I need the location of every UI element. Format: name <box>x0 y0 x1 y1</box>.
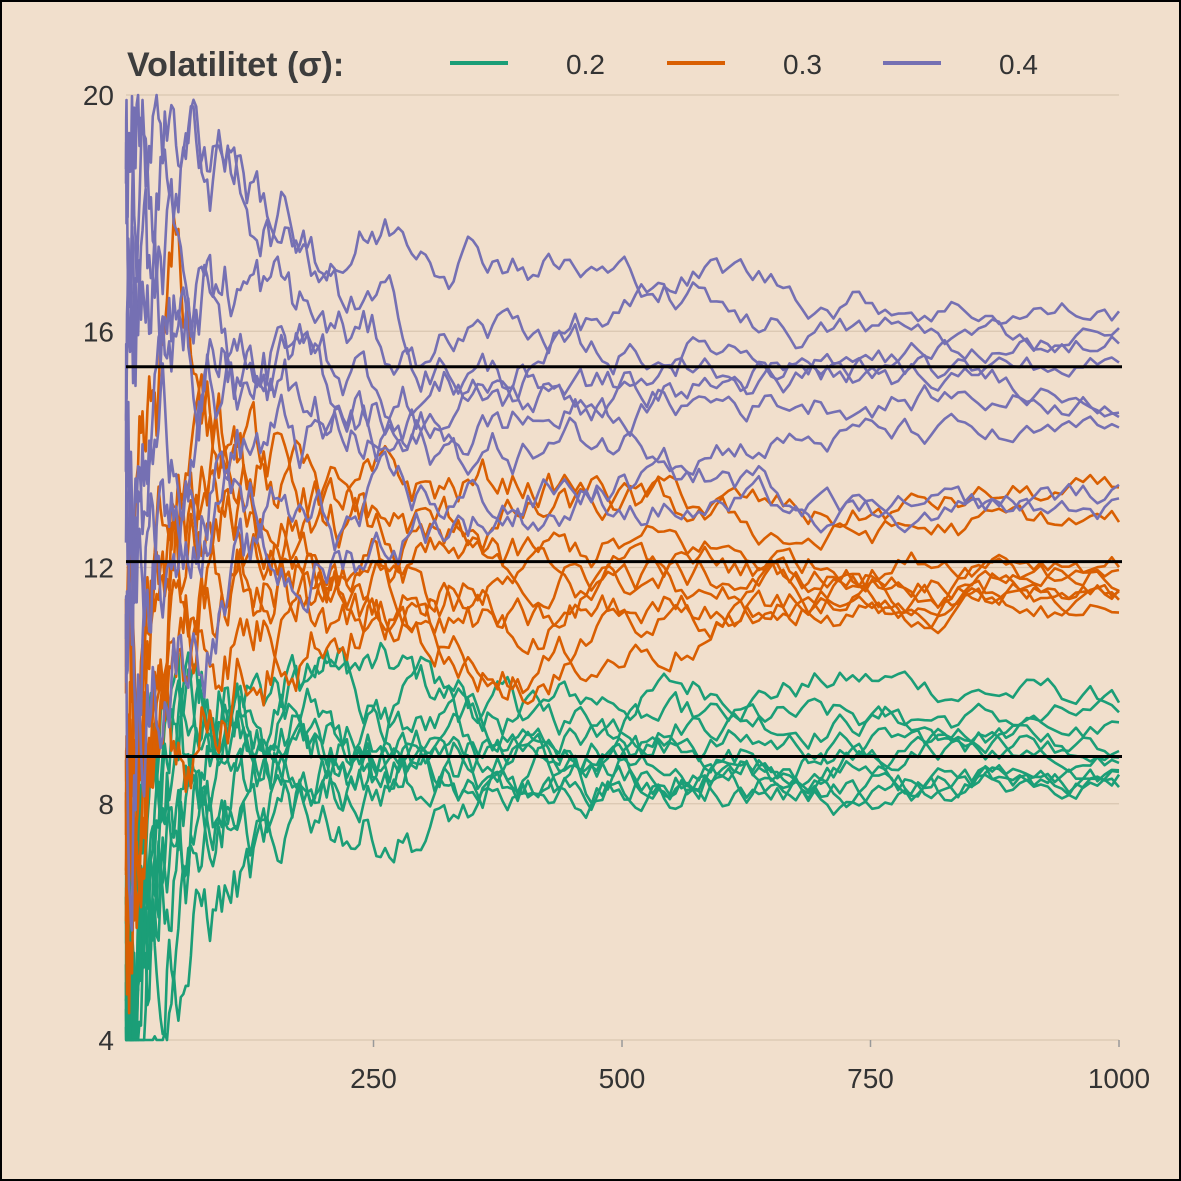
series-line-0.2 <box>124 744 1120 1042</box>
series-lines <box>124 93 1121 1042</box>
legend-title: Volatilitet (σ): <box>127 46 344 84</box>
x-tick-label: 250 <box>350 1063 397 1094</box>
y-tick-label: 16 <box>83 316 114 347</box>
series-line-0.2 <box>124 734 1120 1042</box>
series-line-0.4 <box>124 286 1120 647</box>
y-tick-label: 12 <box>83 553 114 584</box>
series-line-0.4 <box>124 187 1120 473</box>
y-tick-label: 20 <box>83 80 114 111</box>
y-tick-label: 4 <box>98 1025 114 1056</box>
series-line-0.3 <box>124 571 1120 996</box>
series-line-0.3 <box>124 469 1120 888</box>
series-line-0.4 <box>124 93 1121 326</box>
series-line-0.4 <box>124 446 1120 753</box>
series-line-0.4 <box>124 393 1120 684</box>
axes: 4 8 12 16 20 250 500 750 1000 <box>83 80 1150 1094</box>
x-tick-label: 500 <box>599 1063 646 1094</box>
series-line-0.2 <box>124 754 1120 1042</box>
x-tick-label: 750 <box>847 1063 894 1094</box>
x-tick-label: 1000 <box>1088 1063 1150 1094</box>
reference-lines <box>126 365 1122 758</box>
series-line-0.4 <box>124 98 1120 368</box>
series-line-0.3 <box>124 494 1120 773</box>
series-line-0.3 <box>124 531 1121 1015</box>
legend: Volatilitet (σ): 0.2 0.3 0.4 <box>127 46 1038 84</box>
series-line-0.3 <box>124 392 1121 891</box>
legend-label-0: 0.2 <box>566 49 605 80</box>
series-line-0.2 <box>124 641 1120 1023</box>
series-line-0.2 <box>124 711 1121 1042</box>
series-line-0.2 <box>124 651 1120 1042</box>
y-tick-label: 8 <box>98 789 114 820</box>
series-line-0.4 <box>124 474 1120 932</box>
series-line-0.3 <box>124 373 1120 854</box>
legend-label-2: 0.4 <box>999 49 1038 80</box>
legend-label-1: 0.3 <box>783 49 822 80</box>
